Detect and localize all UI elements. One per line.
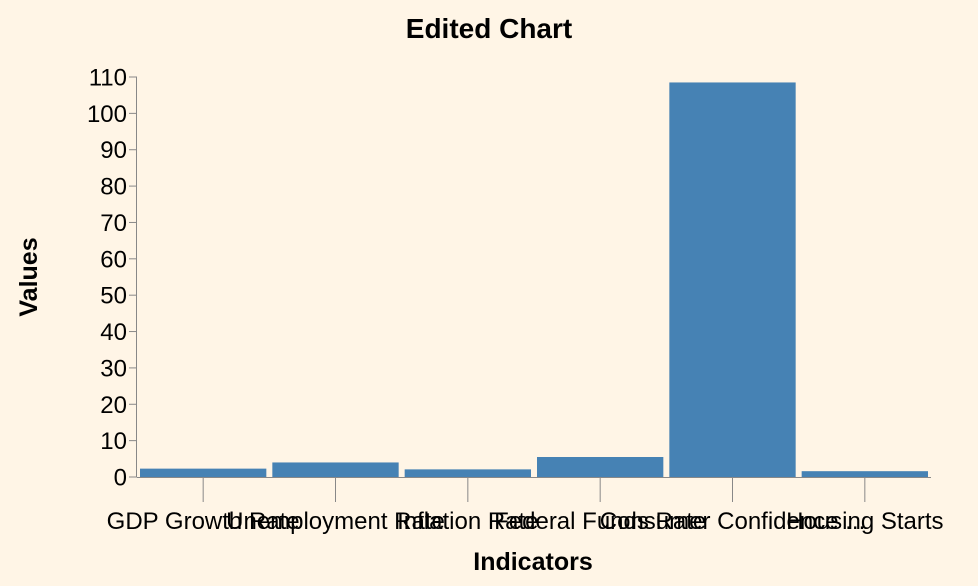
bar	[404, 469, 531, 477]
y-tick-label: 20	[100, 392, 127, 419]
y-axis: 0 10 20 30 40 50 60 70 80 90 100 110	[87, 65, 137, 492]
x-tick-label: GDP Growth Rate	[107, 508, 300, 535]
bar	[801, 471, 928, 477]
y-tick-label: 0	[114, 465, 127, 492]
y-tick-label: 100	[87, 101, 127, 128]
bar	[537, 457, 664, 477]
x-tick-label: Unemployment Rate	[226, 508, 445, 535]
y-tick-label: 70	[100, 210, 127, 237]
chart-title: Edited Chart	[406, 13, 572, 44]
y-tick-label: 110	[89, 65, 127, 92]
y-tick-label: 90	[100, 137, 127, 164]
x-tick-label: Federal Funds Rate	[494, 508, 706, 535]
y-tick-label: 80	[100, 174, 127, 201]
y-tick-label: 40	[100, 319, 127, 346]
bars	[140, 82, 928, 478]
y-tick-label: 30	[100, 355, 127, 382]
y-tick-label: 10	[100, 428, 127, 455]
bar	[272, 462, 399, 477]
bar	[669, 82, 796, 478]
bar	[140, 468, 267, 477]
x-tick-label: Consumer Confidence ...	[600, 508, 865, 535]
y-tick-label: 60	[100, 246, 127, 273]
x-axis-title: Indicators	[473, 548, 592, 576]
x-tick-label: Housing Starts	[786, 508, 943, 535]
x-tick-label: Inflation Rate	[397, 508, 538, 535]
y-axis-title: Values	[15, 237, 43, 316]
y-tick-label: 50	[100, 283, 127, 310]
